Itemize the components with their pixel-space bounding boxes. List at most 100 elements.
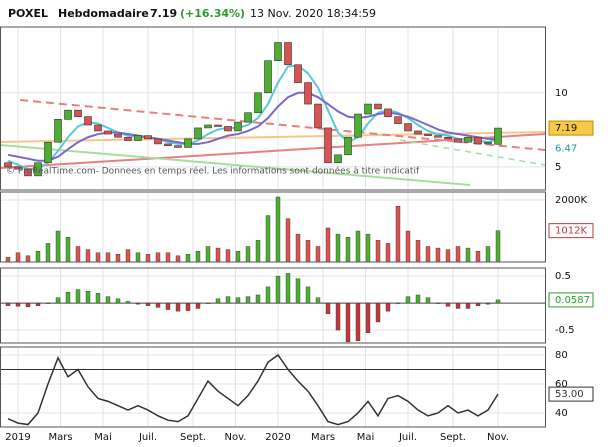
bar: [75, 289, 81, 304]
candle: [484, 141, 492, 145]
candle: [364, 103, 372, 115]
panel-frame: [0, 191, 546, 263]
datetime: 13 Nov. 2020 18:34:59: [250, 7, 376, 20]
oscillator-line: [7, 353, 499, 426]
bar: [175, 255, 181, 263]
x-tick-label: 2019: [5, 432, 30, 443]
last-value-label: 0.0587: [555, 295, 590, 306]
bar: [45, 243, 51, 263]
x-tick-label: Mai: [94, 432, 112, 443]
bar: [415, 240, 421, 263]
candle: [464, 136, 472, 143]
candle: [434, 135, 442, 138]
bar: [475, 302, 481, 306]
candle: [194, 127, 202, 140]
y-tick-label: -0.5: [555, 325, 575, 336]
bar: [455, 302, 461, 309]
bar: [295, 233, 301, 263]
bar: [405, 230, 411, 263]
candle: [374, 103, 382, 110]
bar: [405, 296, 411, 304]
candle: [274, 42, 282, 61]
bar: [25, 302, 31, 308]
candle: [284, 42, 292, 66]
period: Hebdomadaire: [58, 7, 149, 20]
x-tick-label: Juil.: [138, 432, 157, 443]
candle: [184, 138, 192, 148]
bar: [455, 246, 461, 263]
candle: [84, 116, 92, 126]
bar: [105, 252, 111, 263]
bar: [5, 257, 11, 263]
bar: [435, 247, 441, 263]
y-tick-label: 60: [555, 379, 568, 390]
candle: [424, 133, 432, 136]
bar: [115, 254, 121, 263]
bar: [65, 237, 71, 263]
bar: [245, 296, 251, 304]
candle: [94, 124, 102, 132]
y-tick-label: 80: [555, 350, 568, 361]
x-tick-label: 2020: [265, 432, 290, 443]
candle: [214, 124, 222, 127]
candle: [4, 162, 12, 168]
last-value-label: 53.00: [555, 389, 584, 400]
candle: [234, 121, 242, 132]
candle: [254, 92, 262, 114]
bar: [365, 302, 371, 333]
y-tick-label: 10: [555, 88, 568, 99]
bar: [145, 254, 151, 263]
bar: [125, 249, 131, 263]
bar: [395, 302, 401, 304]
candle: [294, 64, 302, 83]
bar: [485, 246, 491, 263]
bar: [485, 302, 491, 305]
y-tick-label: 40: [555, 408, 568, 419]
bar: [5, 302, 11, 306]
bar: [125, 301, 131, 304]
bar: [305, 286, 311, 304]
x-tick-label: Mai: [357, 432, 375, 443]
bar: [185, 254, 191, 263]
bar: [195, 302, 201, 309]
bar: [225, 249, 231, 263]
bar: [75, 246, 81, 263]
bar: [15, 302, 21, 307]
bar: [315, 246, 321, 263]
bar: [115, 298, 121, 304]
change: (+16.34%): [180, 7, 245, 20]
x-tick-label: Juil.: [398, 432, 417, 443]
panel-frame: [0, 267, 546, 344]
bar: [385, 302, 391, 312]
last-value-label: 6.47: [555, 143, 577, 154]
candle: [64, 109, 72, 120]
bar: [325, 227, 331, 263]
bar: [225, 296, 231, 304]
bar: [445, 249, 451, 263]
bar: [25, 255, 31, 263]
bar: [435, 302, 441, 304]
bar: [425, 297, 431, 304]
value-box: [548, 386, 594, 402]
bar: [465, 247, 471, 263]
bar: [105, 296, 111, 304]
candle: [224, 126, 232, 132]
candle: [264, 60, 272, 94]
panel-frame: [0, 346, 546, 428]
candle: [124, 136, 132, 141]
candle: [44, 141, 52, 164]
bar: [365, 233, 371, 263]
candle: [204, 124, 212, 129]
x-tick-label: Nov.: [225, 432, 247, 443]
price: 7.19: [150, 7, 177, 20]
candle: [34, 162, 42, 177]
candle: [314, 103, 322, 129]
bar: [285, 218, 291, 263]
candle: [104, 130, 112, 135]
candle: [54, 119, 62, 143]
watermark: © ProRealTime.com- Donnees en temps réel…: [6, 166, 420, 177]
candle: [354, 113, 362, 138]
candle: [384, 108, 392, 117]
bar: [355, 230, 361, 263]
